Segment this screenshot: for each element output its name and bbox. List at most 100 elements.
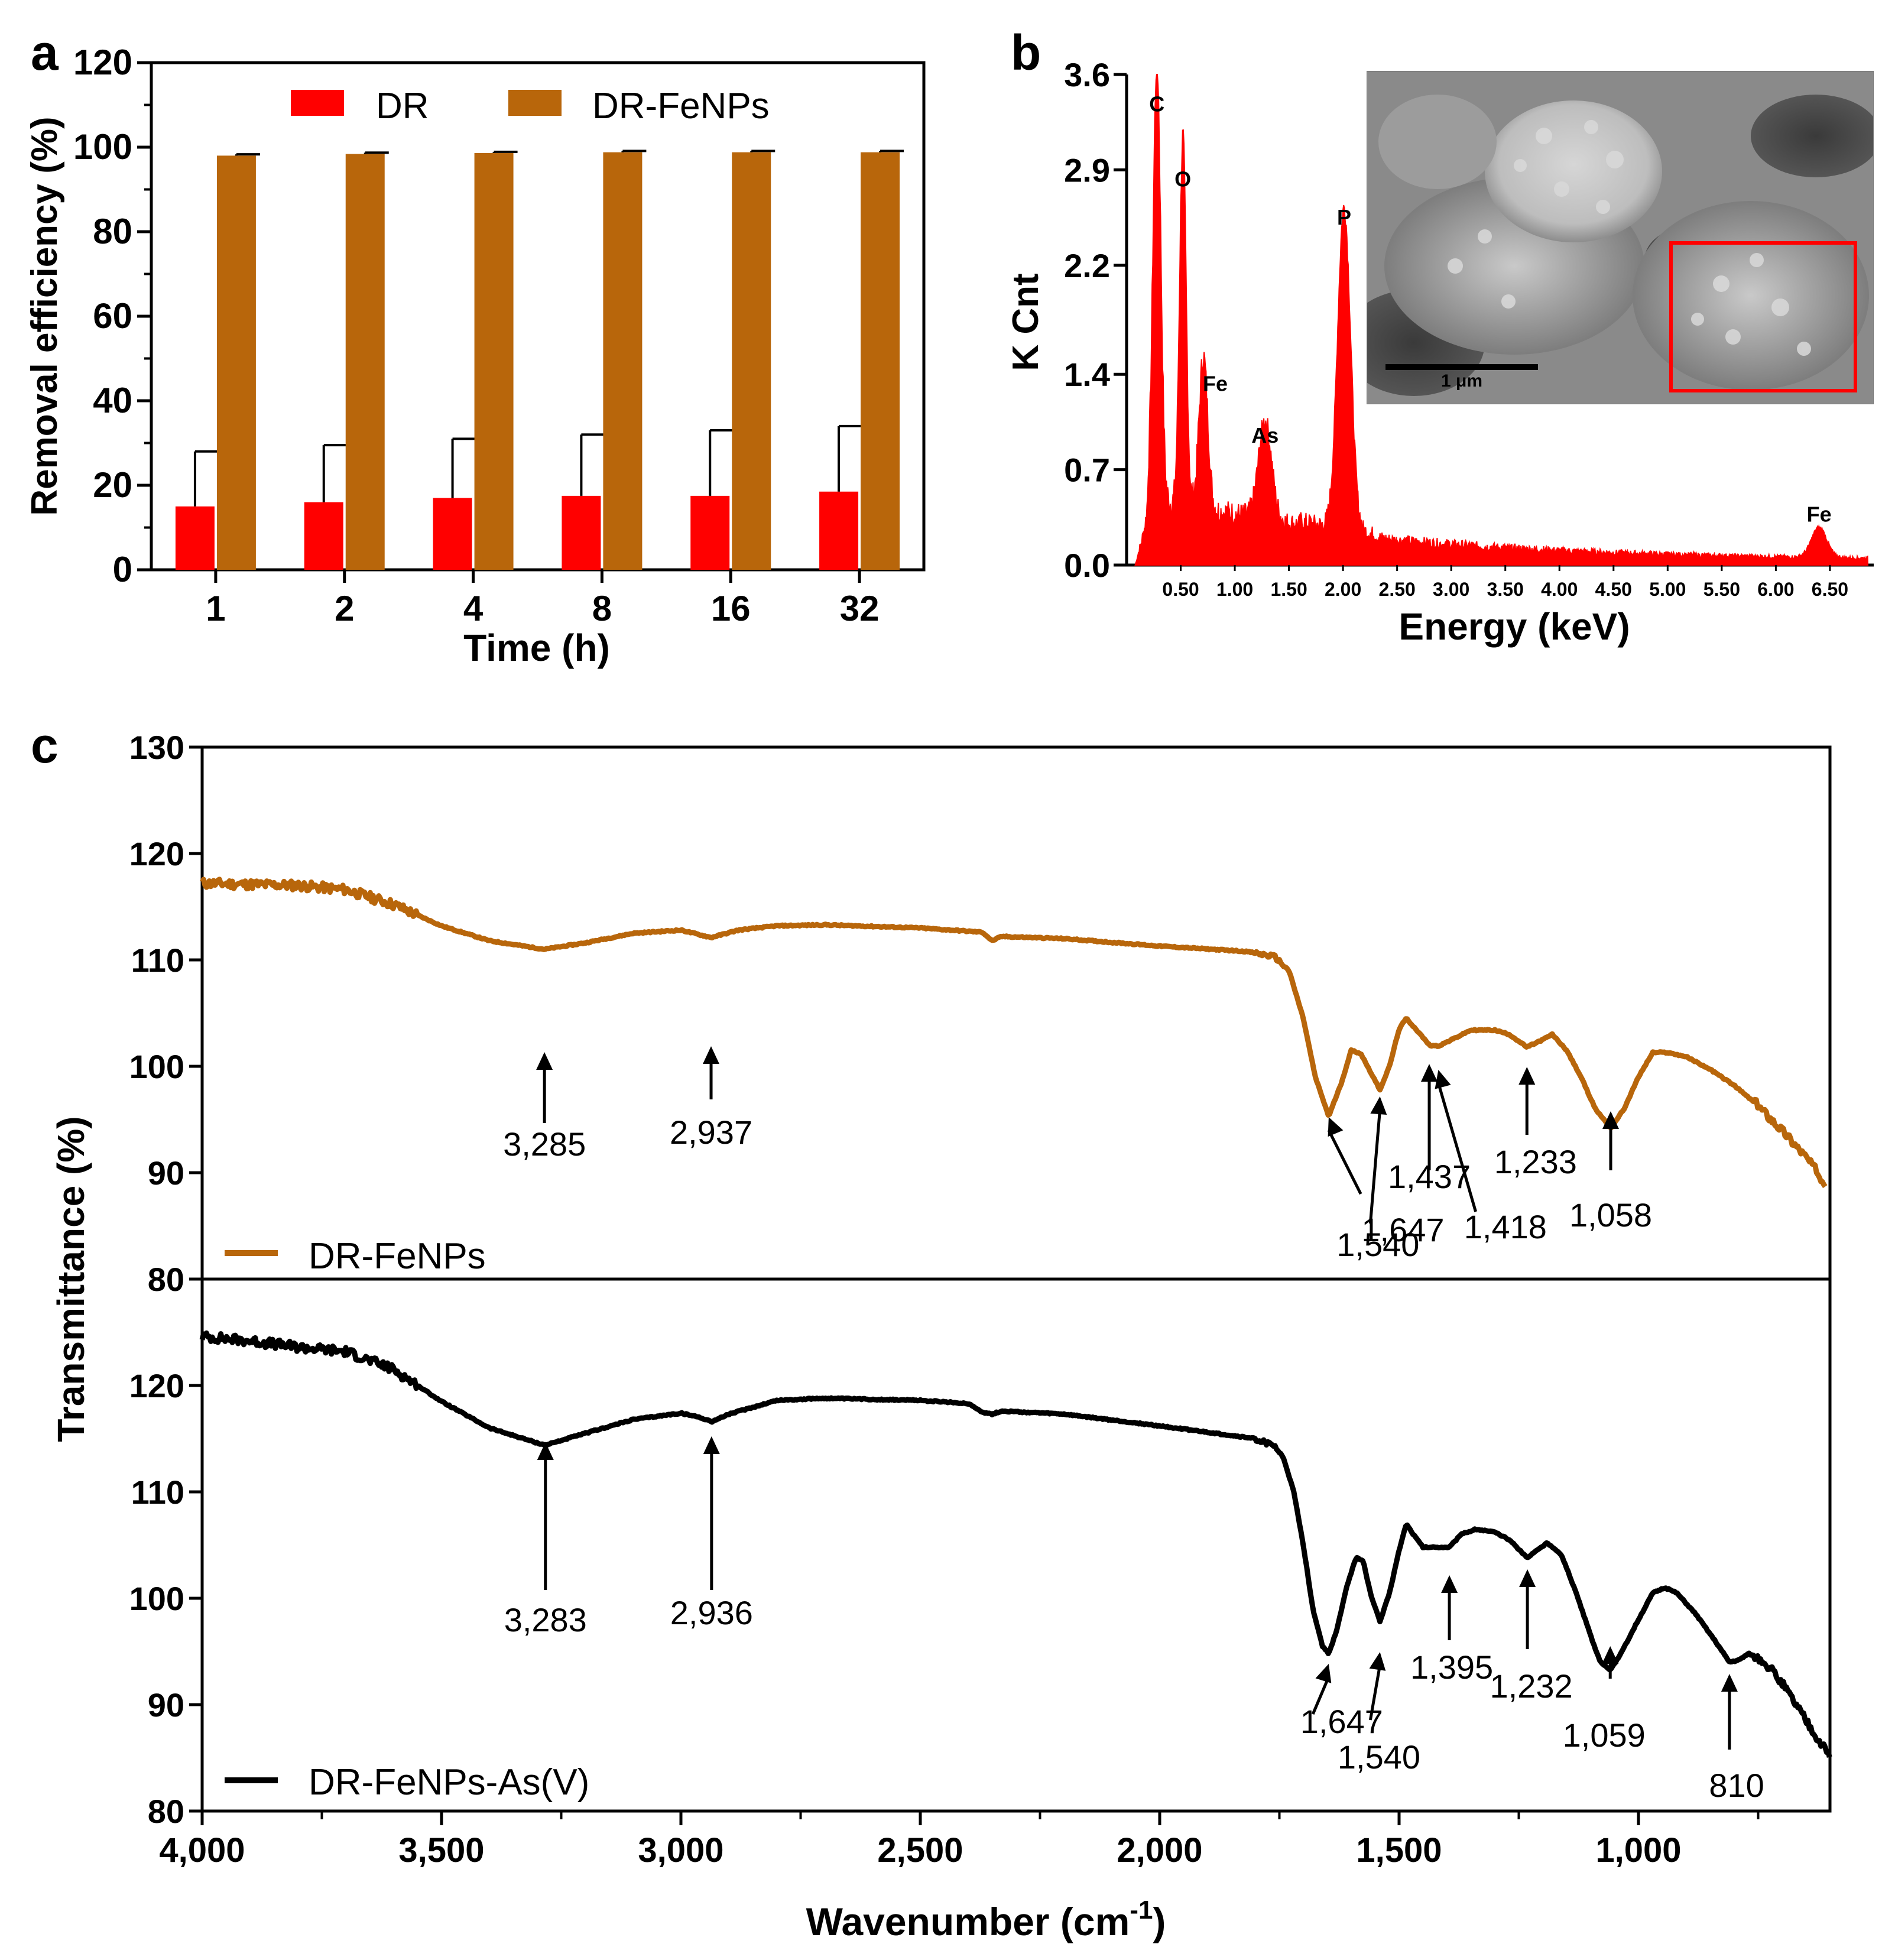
bar-dr-2h: [304, 502, 343, 570]
peak-arrowhead-1233: [1518, 1067, 1536, 1085]
x-label-close: ): [1153, 1900, 1166, 1943]
legend-swatch-dr-fenps: [508, 90, 562, 116]
x-tick-label: 2,000: [1117, 1831, 1202, 1870]
legend-label-dr-fenps-ftir: DR-FeNPs: [309, 1236, 486, 1277]
y-tick-label: 110: [131, 1474, 184, 1511]
panel-b-label: b: [1011, 25, 1041, 80]
x-tick-label: 2.50: [1379, 579, 1416, 600]
peak-label-fe: Fe: [1807, 502, 1832, 527]
y-tick-label: 120: [129, 835, 184, 872]
y-tick-label: 110: [131, 942, 184, 979]
bar-dr-4h: [433, 498, 472, 570]
peak-arrowhead-1647: [1328, 1117, 1344, 1137]
panel-c-y-axis: 80 90 100 110 120 130 80 90 100 110 120: [129, 729, 202, 1830]
peak-arrow-1418: [1437, 1082, 1478, 1212]
panel-c-label: c: [31, 718, 59, 773]
panel-a-bars: [175, 150, 904, 570]
peak-arrowhead-2936: [703, 1436, 720, 1454]
peak-arrow-1647: [1311, 1676, 1331, 1715]
peak-label-1540: 1,540: [1336, 1226, 1419, 1263]
peak-arrowhead-810: [1721, 1674, 1738, 1692]
peak-arrowhead-1395: [1441, 1575, 1458, 1593]
peak-label-2936: 2,936: [670, 1594, 753, 1631]
peak-label-1437: 1,437: [1388, 1158, 1471, 1195]
panel-c-x-axis: 4,000 3,500 3,000 2,500 2,000 1,500 1,000: [159, 1811, 1760, 1870]
panel-a: a 0 20 40 60 80 100 120 1 2 4 8 16 32 Time (h) Remo…: [24, 25, 926, 669]
y-tick-label: 90: [148, 1154, 184, 1192]
x-tick-label: 2,500: [877, 1831, 963, 1870]
y-tick-label: 0: [113, 550, 132, 589]
bar-dr-fenps-16h: [732, 152, 771, 570]
x-tick-label: 4.50: [1595, 579, 1632, 600]
peak-label-1418: 1,418: [1464, 1208, 1547, 1245]
peak-label-810: 810: [1709, 1767, 1764, 1804]
x-tick-label: 5.50: [1703, 579, 1740, 600]
x-tick-label: 1.00: [1216, 579, 1253, 600]
peak-arrowhead-1540: [1370, 1096, 1387, 1115]
peak-arrowhead-3285: [536, 1052, 553, 1070]
x-label-superscript: -1: [1130, 1896, 1153, 1925]
y-tick-label: 100: [73, 127, 132, 167]
peak-label-3285: 3,285: [503, 1125, 586, 1163]
peak-label-p: P: [1337, 205, 1351, 229]
y-tick-label: 100: [129, 1580, 184, 1617]
y-tick-label: 2.9: [1064, 151, 1110, 189]
peak-label-1059: 1,059: [1563, 1716, 1646, 1754]
y-tick-label: 80: [148, 1793, 184, 1830]
x-tick-label: 3,000: [638, 1831, 723, 1870]
ftir-line-dr-fenps-as: [199, 1330, 1832, 1758]
panel-c: c 3,285 2,9371,6471,5401,4371,4181,2331,0…: [31, 718, 1832, 1943]
panel-b-x-axis: 0.50 1.00 1.50 2.00 2.50 3.00 3.50 4.00 4.50 5.00…: [1162, 565, 1848, 600]
peak-arrowhead-1540: [1369, 1652, 1386, 1671]
peak-arrowhead-1418: [1435, 1070, 1451, 1089]
peak-label-3283: 3,283: [504, 1601, 587, 1638]
peak-label-1647: 1,647: [1300, 1703, 1383, 1740]
panel-a-x-label: Time (h): [463, 627, 610, 669]
bar-dr-32h: [819, 491, 859, 570]
panel-a-y-label: Removal efficiency (%): [24, 116, 65, 515]
legend-label-dr-fenps-as: DR-FeNPs-As(V): [309, 1762, 589, 1803]
bar-dr-fenps-8h: [603, 152, 643, 570]
peak-arrow-1540: [1368, 1664, 1382, 1721]
x-tick-label: 1,500: [1356, 1831, 1442, 1870]
peak-arrowhead-3283: [537, 1442, 554, 1460]
x-label-main: Wavenumber (cm: [806, 1900, 1130, 1943]
x-tick-label: 3,500: [398, 1831, 484, 1870]
y-tick-label: 120: [73, 43, 132, 82]
y-tick-label: 1.4: [1064, 356, 1110, 393]
peak-label-1647: 1,647: [1361, 1211, 1444, 1248]
peak-label-1058: 1,058: [1569, 1196, 1652, 1234]
x-tick-label: 5.00: [1649, 579, 1686, 600]
bar-dr-8h: [562, 495, 601, 570]
legend-label-dr-fenps: DR-FeNPs: [592, 86, 770, 126]
y-tick-label: 80: [148, 1261, 184, 1298]
x-tick-label: 1.50: [1270, 579, 1307, 600]
bar-dr-16h: [690, 495, 730, 570]
x-tick-label: 2.00: [1325, 579, 1361, 600]
panel-a-legend: DR DR-FeNPs: [291, 86, 770, 126]
peak-label-as: As: [1251, 423, 1279, 447]
peak-arrowhead-1437: [1421, 1064, 1438, 1082]
sem-scale-label: 1 μm: [1440, 371, 1483, 391]
panel-a-frame: [150, 61, 926, 572]
panel-a-y-axis: 0 20 40 60 80 100 120: [73, 43, 151, 589]
y-tick-label: 120: [129, 1367, 184, 1404]
peak-label-1540: 1,540: [1338, 1738, 1420, 1776]
y-tick-label: 3.6: [1064, 56, 1110, 93]
peak-arrowhead-2937: [703, 1046, 719, 1064]
peak-label-1395: 1,395: [1410, 1649, 1493, 1686]
peak-label-c: C: [1149, 92, 1164, 116]
peak-arrowhead-1647: [1315, 1664, 1332, 1683]
y-tick-label: 2.2: [1064, 247, 1110, 284]
bar-dr-fenps-1h: [216, 155, 256, 570]
panel-b: b C O Fe As P Fe 0.0 0.7 1.4 2.2 2.9 3.6 0.50 1.00 1…: [1005, 25, 1874, 648]
legend-swatch-dr: [291, 90, 344, 116]
x-tick-label: 3.00: [1433, 579, 1469, 600]
panel-a-label: a: [31, 25, 59, 80]
y-tick-label: 60: [93, 296, 132, 336]
legend-label-dr: DR: [376, 86, 429, 126]
y-tick-label: 0.7: [1064, 452, 1110, 489]
x-tick-label: 4,000: [159, 1831, 245, 1870]
sem-scale-bar: [1385, 364, 1538, 370]
